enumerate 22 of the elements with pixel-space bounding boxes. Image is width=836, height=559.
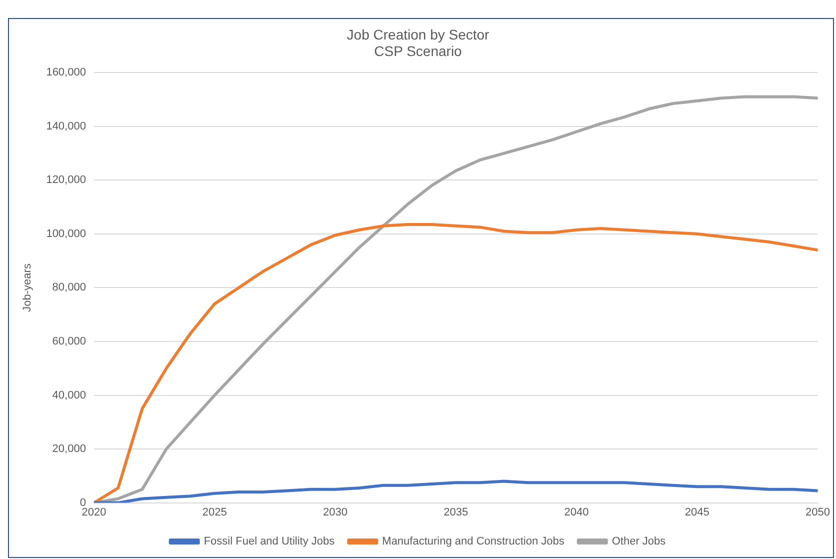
legend-label: Fossil Fuel and Utility Jobs (204, 536, 336, 548)
chart-title: Job Creation by Sector (346, 26, 490, 42)
x-tick-label: 2025 (202, 506, 227, 518)
y-tick-label: 160,000 (46, 66, 86, 79)
y-axis-title: Job-years (22, 263, 34, 312)
y-tick-label: 20,000 (52, 443, 86, 456)
x-tick-label: 2050 (806, 506, 830, 518)
y-tick-label: 60,000 (52, 336, 86, 348)
x-tick-label: 2040 (564, 506, 589, 518)
x-tick-label: 2030 (322, 506, 348, 518)
y-tick-label: 140,000 (46, 120, 86, 132)
y-tick-label: 40,000 (52, 389, 86, 402)
chart-subtitle: CSP Scenario (374, 43, 462, 60)
y-tick-label: 80,000 (52, 282, 86, 294)
y-tick-label: 100,000 (46, 228, 86, 240)
x-tick-label: 2045 (684, 506, 710, 518)
y-tick-label: 120,000 (46, 174, 86, 186)
x-tick-label: 2035 (444, 506, 468, 518)
y-tick-label: 0 (80, 496, 86, 509)
legend-label: Manufacturing and Construction Jobs (382, 536, 565, 548)
legend-label: Other Jobs (612, 536, 666, 548)
x-tick-label: 2020 (82, 506, 106, 518)
